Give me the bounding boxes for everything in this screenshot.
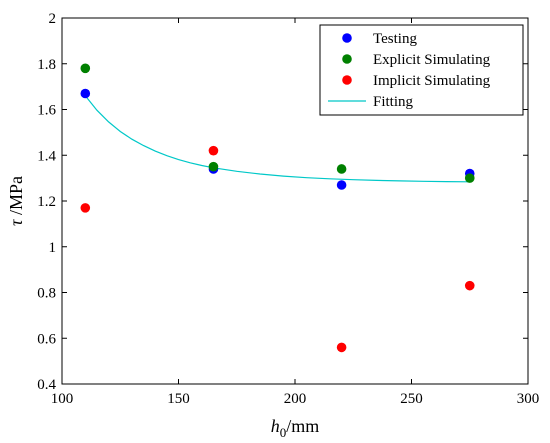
- x-axis-subscript: 0: [280, 425, 287, 440]
- x-tick-label: 100: [51, 391, 74, 407]
- explicit-simulating-point: [80, 63, 91, 74]
- y-tick-label: 1.6: [37, 103, 56, 119]
- x-tick-label: 250: [400, 391, 423, 407]
- y-tick-label: 0.4: [37, 377, 56, 393]
- implicit-simulating-point: [208, 145, 219, 156]
- y-tick-label: 1.4: [37, 148, 56, 164]
- plot-frame: [61, 17, 529, 385]
- x-tick-label: 150: [167, 391, 190, 407]
- legend-marker: [342, 54, 352, 64]
- x-axis-label: h0/mm: [271, 416, 320, 440]
- y-tick-label: 2: [49, 11, 57, 27]
- legend-entry-label: Testing: [373, 31, 417, 47]
- y-tick-label: 1: [49, 240, 57, 256]
- testing-point: [80, 88, 91, 99]
- y-axis-unit: /MPa: [6, 176, 26, 220]
- explicit-simulating-point: [336, 164, 347, 174]
- y-axis-label: τ /MPa: [6, 176, 26, 226]
- implicit-simulating-point: [336, 342, 347, 353]
- legend-marker: [342, 75, 352, 85]
- legend-marker: [342, 33, 352, 43]
- y-tick-label: 1.8: [37, 57, 56, 73]
- y-axis-symbol: τ: [6, 219, 26, 226]
- y-tick-label: 0.8: [37, 286, 56, 302]
- x-tick-label: 300: [517, 391, 540, 407]
- x-tick-label: 200: [284, 391, 307, 407]
- implicit-simulating-point: [80, 203, 91, 213]
- y-tick-label: 1.2: [37, 194, 56, 210]
- x-axis-symbol: h: [271, 416, 280, 436]
- legend-entry-label: Explicit Simulating: [373, 52, 491, 68]
- legend-entry-label: Implicit Simulating: [373, 73, 491, 89]
- explicit-simulating-point: [464, 173, 475, 183]
- implicit-simulating-point: [464, 280, 475, 291]
- testing-point: [336, 180, 347, 190]
- explicit-simulating-point: [208, 161, 219, 172]
- legend-entry-label: Fitting: [373, 94, 414, 110]
- x-axis-unit: /mm: [286, 416, 319, 436]
- legend-box: [319, 24, 524, 116]
- y-tick-label: 0.6: [37, 331, 56, 347]
